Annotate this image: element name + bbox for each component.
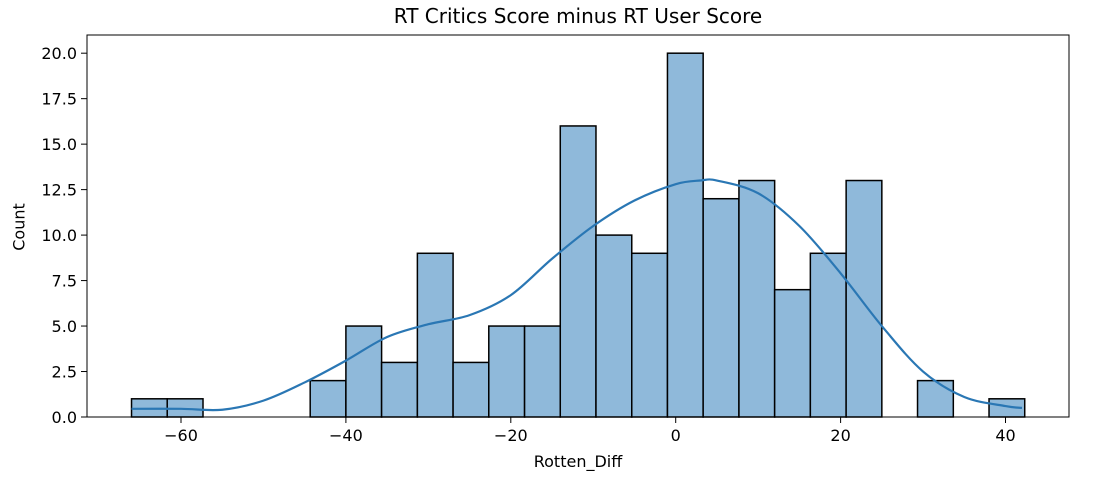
- x-tick-label: 0: [671, 426, 681, 445]
- histogram-bar: [523, 325, 562, 418]
- y-tick-label: 12.5: [41, 181, 77, 200]
- histogram-bar: [380, 361, 419, 418]
- histogram-bar: [595, 234, 633, 418]
- histogram-bar: [631, 252, 669, 418]
- histogram-bar: [309, 379, 347, 418]
- histogram-bar: [488, 325, 526, 418]
- histogram-bar: [916, 379, 955, 418]
- y-tick-label: 2.5: [52, 363, 77, 382]
- histogram-bar: [738, 179, 776, 418]
- y-tick-label: 17.5: [41, 90, 77, 109]
- histogram-bar: [809, 252, 847, 418]
- x-tick-label: −20: [494, 426, 528, 445]
- y-tick-label: 0.0: [52, 408, 77, 427]
- kde-curve: [131, 178, 1023, 412]
- histogram-bar: [773, 288, 812, 418]
- x-axis-label: Rotten_Diff: [533, 452, 623, 471]
- x-tick-label: 40: [995, 426, 1015, 445]
- histogram-bar: [416, 252, 454, 418]
- histogram-bar: [702, 197, 740, 418]
- x-tick-label: −60: [164, 426, 198, 445]
- x-tick-label: −40: [329, 426, 363, 445]
- plot-frame: [86, 34, 1070, 418]
- y-tick-label: 5.0: [52, 317, 77, 336]
- y-tick-label: 10.0: [41, 226, 77, 245]
- histogram-bar: [452, 361, 490, 418]
- chart-title: RT Critics Score minus RT User Score: [393, 4, 763, 28]
- histogram-bar: [845, 179, 883, 418]
- x-tick-label: 20: [830, 426, 850, 445]
- histogram-bar: [345, 325, 383, 418]
- histogram-bars: [130, 52, 1026, 418]
- y-tick-label: 15.0: [41, 135, 77, 154]
- histogram-bar: [666, 52, 704, 418]
- y-tick-label: 20.0: [41, 44, 77, 63]
- histogram-bar: [559, 125, 597, 418]
- y-tick-label: 7.5: [52, 272, 77, 291]
- axes: −60 −40 −20 0 20 40 0.0 2.5 5.0 7.5 10.0 12.5 15.0 17…: [41, 34, 1070, 445]
